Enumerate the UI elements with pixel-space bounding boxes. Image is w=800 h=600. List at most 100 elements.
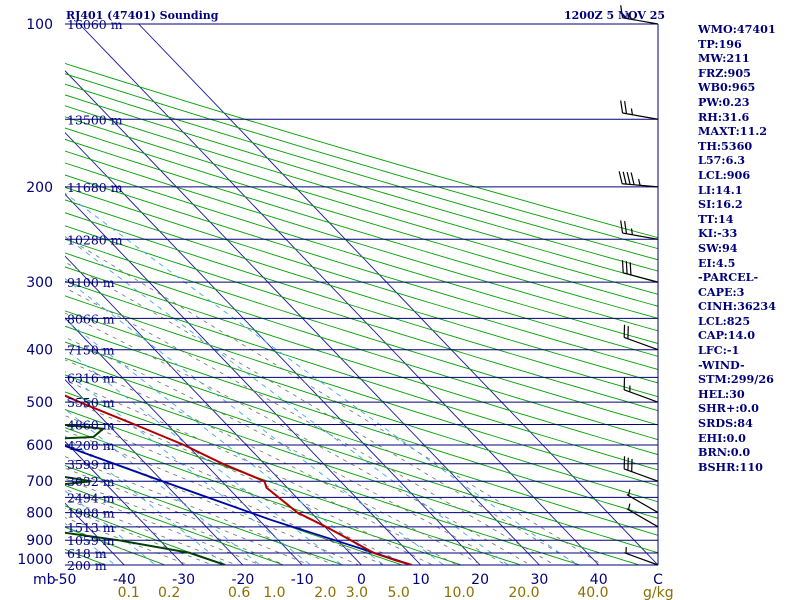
temperature-tick-label: 20 bbox=[471, 572, 489, 588]
height-label: 3032 m bbox=[67, 474, 115, 489]
dry-adiabat-line bbox=[65, 150, 658, 332]
dry-adiabat-line bbox=[65, 186, 658, 370]
index-item: SW:94 bbox=[698, 240, 738, 255]
pressure-tick-label: 800 bbox=[26, 506, 53, 522]
dry-adiabat-line bbox=[65, 127, 658, 307]
height-label: 3599 m bbox=[67, 457, 115, 472]
dry-adiabat-line bbox=[65, 357, 658, 554]
pressure-tick-label: 200 bbox=[26, 180, 53, 196]
mixing-ratio-label: 3.0 bbox=[346, 585, 368, 600]
dry-adiabat-line bbox=[65, 505, 226, 565]
isotherm-line bbox=[138, 24, 658, 565]
wind-barb-flag bbox=[621, 260, 624, 273]
index-item: EI:4.5 bbox=[698, 255, 736, 270]
dry-adiabat-line bbox=[65, 341, 658, 536]
dry-adiabat-line bbox=[65, 116, 658, 295]
wind-barb-staff bbox=[622, 232, 659, 240]
wind-barb-flag bbox=[620, 100, 624, 114]
pressure-tick-label: 300 bbox=[26, 275, 53, 291]
dry-adiabat-line bbox=[65, 427, 463, 565]
dry-adiabat-line bbox=[65, 73, 658, 250]
mixing-ratio-label: 5.0 bbox=[388, 585, 410, 600]
temperature-tick-label: -30 bbox=[172, 572, 195, 588]
mixing-ratio-label: 0.6 bbox=[228, 585, 250, 600]
moist-adiabat-line bbox=[65, 488, 262, 565]
mixing-ratio-unit-label: g/kg bbox=[643, 585, 674, 600]
wind-barb-flag bbox=[629, 262, 632, 275]
dry-adiabat-line bbox=[65, 225, 658, 412]
index-item: BSHR:110 bbox=[698, 459, 763, 474]
mixing-ratio-label: 10.0 bbox=[444, 585, 475, 600]
temperature-tick-label: 30 bbox=[530, 572, 548, 588]
pressure-tick-label: 600 bbox=[26, 438, 53, 454]
wind-barb bbox=[623, 456, 659, 482]
temperature-edge-label: C bbox=[653, 572, 663, 588]
wind-barb-flag bbox=[630, 172, 635, 185]
isobars bbox=[65, 23, 658, 566]
wind-barb-flag bbox=[624, 221, 628, 234]
dry-adiabat-line bbox=[65, 465, 345, 565]
moist-adiabat-line bbox=[65, 478, 286, 565]
moist-adiabat-line bbox=[65, 287, 556, 565]
isotherm-line bbox=[79, 24, 600, 565]
index-item: CAP:14.0 bbox=[698, 328, 755, 343]
valid-time: 1200Z 5 NOV 25 bbox=[564, 9, 666, 22]
index-item: LCL:906 bbox=[698, 167, 751, 182]
temperature-tick-label: -20 bbox=[231, 572, 254, 588]
pressure-tick-label: 400 bbox=[26, 343, 53, 359]
wind-barb-flag bbox=[626, 171, 631, 185]
index-item: LCL:825 bbox=[698, 313, 751, 328]
index-item: STM:299/26 bbox=[698, 372, 774, 387]
index-item: WB0:965 bbox=[698, 80, 756, 95]
temperature-tick-label: 40 bbox=[590, 572, 608, 588]
moist-adiabat-line bbox=[65, 430, 385, 565]
wind-barb bbox=[623, 547, 659, 566]
index-item: LFC:-1 bbox=[698, 343, 740, 358]
wind-barb-half-flag bbox=[627, 489, 631, 496]
temperature-trace bbox=[65, 394, 413, 565]
pressure-tick-label: 1000 bbox=[17, 552, 53, 568]
moist-adiabat-line bbox=[65, 236, 604, 565]
wind-barb-flag bbox=[622, 171, 627, 185]
dry-adiabat-line bbox=[65, 83, 658, 261]
wind-barb bbox=[623, 377, 659, 403]
pressure-axis: 100 200 300 400 500 600 700 800 900 1000 bbox=[17, 17, 53, 568]
indices-panel: WMO:47401 TP:196 MW:211 FRZ:905 WB0:965 PW:0.… bbox=[698, 22, 798, 474]
moist-adiabat-line bbox=[65, 261, 580, 565]
height-label: 1988 m bbox=[67, 506, 115, 521]
index-item: PW:0.23 bbox=[698, 94, 750, 109]
index-item: SHR+:0.0 bbox=[698, 401, 759, 416]
height-label: 16060 m bbox=[67, 17, 123, 32]
index-item: CINH:36234 bbox=[698, 299, 776, 314]
mixing-ratio-line bbox=[65, 318, 385, 565]
temperature-tick-label: 10 bbox=[412, 572, 430, 588]
wind-barb-flag bbox=[620, 5, 624, 18]
pressure-tick-label: 900 bbox=[26, 533, 53, 549]
wind-barb-half-flag bbox=[626, 12, 630, 19]
dry-adiabat-line bbox=[65, 199, 658, 384]
height-label: 11680 m bbox=[67, 180, 123, 195]
dry-adiabat-line bbox=[65, 374, 641, 565]
height-label: 5550 m bbox=[67, 395, 115, 410]
wind-barb-flag bbox=[620, 220, 624, 234]
wind-barb-half-flag bbox=[630, 228, 633, 235]
index-item: HEL:30 bbox=[698, 386, 745, 401]
dry-adiabat-line bbox=[65, 310, 658, 503]
dry-adiabat-line bbox=[65, 295, 658, 487]
moist-adiabat-line bbox=[65, 415, 409, 565]
station-title: RJ401 (47401) Sounding bbox=[66, 9, 219, 22]
index-item: FRZ:905 bbox=[698, 65, 751, 80]
index-item: SRDS:84 bbox=[698, 416, 753, 431]
height-label: 4860 m bbox=[67, 418, 115, 433]
wind-barb bbox=[623, 324, 659, 351]
wind-barb-half-flag bbox=[638, 178, 641, 186]
isotherm-line bbox=[65, 255, 362, 565]
height-label: 1059 m bbox=[67, 533, 115, 548]
wind-barb bbox=[620, 100, 659, 120]
wind-barb-staff bbox=[623, 272, 659, 283]
moist-adiabat-line bbox=[65, 359, 483, 565]
height-label: 1513 m bbox=[67, 520, 115, 535]
index-item: RH:31.6 bbox=[698, 109, 750, 124]
mixing-ratio-label: 0.1 bbox=[118, 585, 140, 600]
